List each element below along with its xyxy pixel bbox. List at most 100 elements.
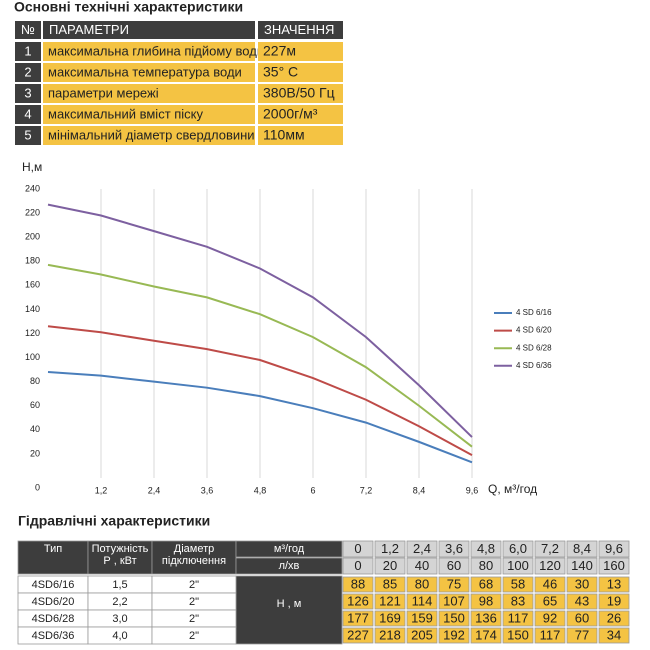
head-cell xyxy=(470,627,502,644)
param-name: мінімальний діаметр свердловини xyxy=(48,127,255,142)
head-value: 205 xyxy=(411,627,433,642)
flow-cell xyxy=(374,540,406,558)
head-value: 218 xyxy=(379,627,401,642)
row-cell xyxy=(258,63,343,82)
series-line xyxy=(47,325,473,456)
flow-value: 120 xyxy=(539,558,561,573)
type-text: 4SD6/28 xyxy=(32,613,75,625)
power-text: 1,5 xyxy=(112,579,127,591)
row-number: 2 xyxy=(24,64,31,79)
row-cell xyxy=(15,105,41,124)
head-value: 92 xyxy=(543,610,557,625)
head-cell xyxy=(502,627,534,644)
head-cell xyxy=(534,593,566,610)
header-text: м³/год xyxy=(274,543,305,555)
flow-cell xyxy=(534,540,566,558)
y-tick-label: 40 xyxy=(30,424,40,434)
x-tick-label: 3,6 xyxy=(201,485,214,495)
power-text: 4,0 xyxy=(112,630,127,642)
head-cell xyxy=(598,576,630,593)
head-value: 30 xyxy=(575,576,589,591)
head-value: 43 xyxy=(575,593,589,608)
head-cell xyxy=(374,593,406,610)
flow-value: 1,2 xyxy=(381,541,399,556)
head-cell xyxy=(598,593,630,610)
flow-cell xyxy=(566,540,598,558)
y-tick-label: 100 xyxy=(25,352,40,362)
head-cell xyxy=(566,593,598,610)
head-value: 77 xyxy=(575,627,589,642)
y-tick-label: 120 xyxy=(25,328,40,338)
head-cell xyxy=(598,627,630,644)
series-line xyxy=(47,371,473,464)
y-axis-label: Н,м xyxy=(22,160,42,174)
power-text: 2,2 xyxy=(112,596,127,608)
head-cell xyxy=(502,610,534,627)
header-cell xyxy=(151,540,237,575)
flow-value: 60 xyxy=(447,558,461,573)
head-value: 117 xyxy=(540,627,561,642)
head-cell xyxy=(566,627,598,644)
head-value: 65 xyxy=(543,593,557,608)
header-cell xyxy=(235,557,343,575)
x-tick-label: 2,4 xyxy=(148,485,161,495)
header-text: Н , м xyxy=(277,598,302,610)
head-value: 227 xyxy=(347,627,369,642)
head-cell xyxy=(534,576,566,593)
flow-value: 6,0 xyxy=(509,541,527,556)
flow-value: 20 xyxy=(383,558,397,573)
y-tick-label: 140 xyxy=(25,304,40,314)
flow-cell xyxy=(534,557,566,575)
flow-value: 8,4 xyxy=(573,541,591,556)
head-cell xyxy=(406,627,438,644)
param-name: параметри мережі xyxy=(48,85,159,100)
header-text: підключення xyxy=(162,555,226,567)
flow-cell xyxy=(470,540,502,558)
head-cell xyxy=(438,593,470,610)
row-cell xyxy=(15,63,41,82)
flow-value: 4,8 xyxy=(477,541,495,556)
param-value: 2000г/м³ xyxy=(263,106,318,122)
head-cell xyxy=(342,576,374,593)
row-number: 5 xyxy=(24,127,31,142)
head-value: 34 xyxy=(607,627,621,642)
header-text: ЗНАЧЕННЯ xyxy=(264,22,334,37)
head-value: 159 xyxy=(411,610,433,625)
x-tick-label: 8,4 xyxy=(413,485,426,495)
header-text: Тип xyxy=(44,543,62,555)
head-cell xyxy=(566,576,598,593)
head-cell xyxy=(438,627,470,644)
y-tick-label: 200 xyxy=(25,232,40,242)
row-cell xyxy=(15,84,41,103)
head-value: 60 xyxy=(575,610,589,625)
y-tick-label: 160 xyxy=(25,280,40,290)
header-text: Потужність xyxy=(92,543,149,555)
flow-cell xyxy=(438,557,470,575)
row-cell xyxy=(258,105,343,124)
flow-value: 7,2 xyxy=(541,541,559,556)
y-tick-label: 0 xyxy=(35,482,40,492)
x-tick-label: 6 xyxy=(310,485,315,495)
row-cell xyxy=(43,63,255,82)
header-cell xyxy=(43,21,255,39)
head-value: 80 xyxy=(415,576,429,591)
header-text: л/хв xyxy=(279,560,300,572)
y-tick-label: 180 xyxy=(25,256,40,266)
flow-cell xyxy=(502,557,534,575)
x-tick-label: 7,2 xyxy=(360,485,373,495)
y-tick-label: 240 xyxy=(25,183,40,193)
head-cell xyxy=(534,610,566,627)
flow-cell xyxy=(566,557,598,575)
head-cell xyxy=(566,610,598,627)
row-cell xyxy=(43,42,255,61)
flow-cell xyxy=(342,557,374,575)
head-value: 117 xyxy=(508,610,529,625)
param-name: максимальна температура води xyxy=(48,64,242,79)
x-tick-label: 1,2 xyxy=(95,485,108,495)
flow-cell xyxy=(342,540,374,558)
flow-value: 3,6 xyxy=(445,541,463,556)
y-tick-label: 60 xyxy=(30,400,40,410)
param-value: 110мм xyxy=(263,127,305,143)
series-line xyxy=(47,263,473,448)
head-value: 150 xyxy=(507,627,529,642)
